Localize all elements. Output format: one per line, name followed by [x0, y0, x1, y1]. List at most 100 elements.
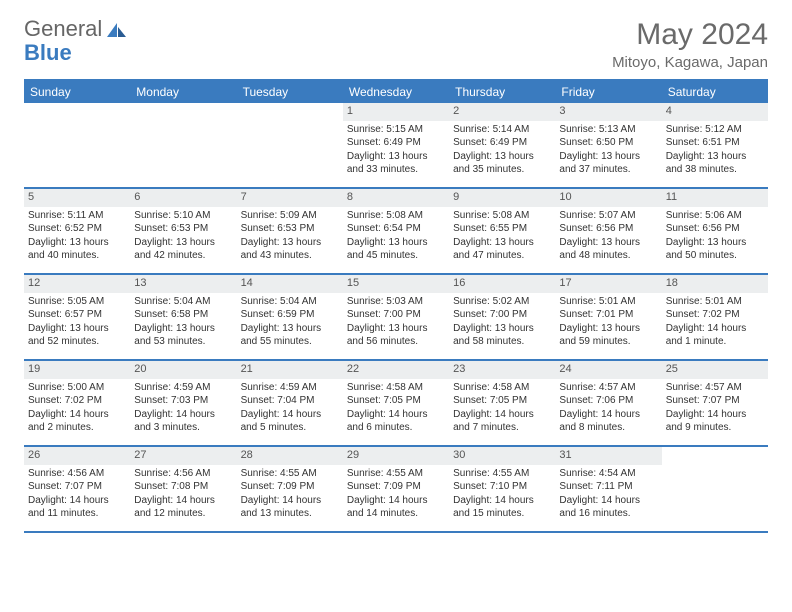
day-ss: Sunset: 7:11 PM	[559, 481, 657, 494]
day-dl1: Daylight: 13 hours	[347, 323, 445, 336]
dow-wed: Wednesday	[343, 81, 449, 103]
day-sr: Sunrise: 4:56 AM	[134, 468, 232, 481]
day-cell: 19 Sunrise: 5:00 AMSunset: 7:02 PMDayligh…	[24, 361, 130, 445]
day-ss: Sunset: 6:55 PM	[453, 223, 551, 236]
day-dl2: and 3 minutes.	[134, 422, 232, 435]
day-cell: 12Sunrise: 5:05 AMSunset: 6:57 PMDayligh…	[24, 275, 130, 359]
day-ss: Sunset: 7:05 PM	[453, 395, 551, 408]
day-dl1: Daylight: 13 hours	[28, 237, 126, 250]
day-sr: Sunrise: 4:59 AM	[134, 382, 232, 395]
day-cell: 7Sunrise: 5:09 AMSunset: 6:53 PMDaylight…	[237, 189, 343, 273]
day-dl2: and 45 minutes.	[347, 250, 445, 263]
calendar-page: GeneralBlue May 2024 Mitoyo, Kagawa, Jap…	[0, 0, 792, 551]
day-ss: Sunset: 7:08 PM	[134, 481, 232, 494]
day-dl1: Daylight: 13 hours	[241, 237, 339, 250]
day-sr: Sunrise: 5:00 AM	[28, 382, 126, 395]
day-cell: 27Sunrise: 4:56 AMSunset: 7:08 PMDayligh…	[130, 447, 236, 531]
day-cell	[662, 447, 768, 531]
day-ss: Sunset: 7:07 PM	[28, 481, 126, 494]
day-ss: Sunset: 7:01 PM	[559, 309, 657, 322]
month-title: May 2024	[612, 18, 768, 52]
day-ss: Sunset: 7:00 PM	[453, 309, 551, 322]
day-number: 1	[343, 103, 449, 121]
location: Mitoyo, Kagawa, Japan	[612, 54, 768, 71]
day-number: 2	[449, 103, 555, 121]
day-ss: Sunset: 7:00 PM	[347, 309, 445, 322]
day-number: 27	[130, 447, 236, 465]
day-dl1: Daylight: 13 hours	[559, 323, 657, 336]
day-sr: Sunrise: 5:03 AM	[347, 296, 445, 309]
day-ss: Sunset: 6:49 PM	[453, 137, 551, 150]
day-dl2: and 7 minutes.	[453, 422, 551, 435]
day-dl2: and 42 minutes.	[134, 250, 232, 263]
calendar: Sunday Monday Tuesday Wednesday Thursday…	[24, 79, 768, 533]
day-ss: Sunset: 6:58 PM	[134, 309, 232, 322]
day-sr: Sunrise: 4:59 AM	[241, 382, 339, 395]
day-ss: Sunset: 7:07 PM	[666, 395, 764, 408]
day-number: 19	[24, 361, 130, 379]
day-cell: 1Sunrise: 5:15 AMSunset: 6:49 PMDaylight…	[343, 103, 449, 187]
day-cell	[130, 103, 236, 187]
day-number: 6	[130, 189, 236, 207]
day-number: 10	[555, 189, 661, 207]
day-sr: Sunrise: 5:05 AM	[28, 296, 126, 309]
day-ss: Sunset: 7:03 PM	[134, 395, 232, 408]
day-ss: Sunset: 6:50 PM	[559, 137, 657, 150]
day-cell: 10Sunrise: 5:07 AMSunset: 6:56 PMDayligh…	[555, 189, 661, 273]
day-dl2: and 53 minutes.	[134, 336, 232, 349]
day-number: 20	[130, 361, 236, 379]
day-sr: Sunrise: 4:58 AM	[347, 382, 445, 395]
day-dl1: Daylight: 13 hours	[134, 237, 232, 250]
day-number	[662, 447, 768, 465]
day-cell: 15 Sunrise: 5:03 AMSunset: 7:00 PMDayligh…	[343, 275, 449, 359]
day-sr: Sunrise: 5:02 AM	[453, 296, 551, 309]
day-dl2: and 48 minutes.	[559, 250, 657, 263]
day-sr: Sunrise: 4:57 AM	[666, 382, 764, 395]
day-number: 8	[343, 189, 449, 207]
dow-mon: Monday	[130, 81, 236, 103]
day-cell	[237, 103, 343, 187]
day-number: 29	[343, 447, 449, 465]
day-cell: 31Sunrise: 4:54 AMSunset: 7:11 PMDayligh…	[555, 447, 661, 531]
day-dl2: and 12 minutes.	[134, 508, 232, 521]
sail-icon	[106, 20, 128, 42]
day-ss: Sunset: 7:02 PM	[666, 309, 764, 322]
day-dl1: Daylight: 14 hours	[28, 409, 126, 422]
day-ss: Sunset: 6:51 PM	[666, 137, 764, 150]
day-sr: Sunrise: 5:12 AM	[666, 124, 764, 137]
day-number: 3	[555, 103, 661, 121]
day-dl1: Daylight: 13 hours	[559, 237, 657, 250]
day-dl1: Daylight: 13 hours	[241, 323, 339, 336]
day-sr: Sunrise: 5:10 AM	[134, 210, 232, 223]
day-sr: Sunrise: 5:08 AM	[453, 210, 551, 223]
day-ss: Sunset: 6:56 PM	[666, 223, 764, 236]
day-dl2: and 35 minutes.	[453, 164, 551, 177]
day-number: 9	[449, 189, 555, 207]
day-number: 16	[449, 275, 555, 293]
day-number	[24, 103, 130, 121]
day-sr: Sunrise: 5:04 AM	[241, 296, 339, 309]
day-ss: Sunset: 7:06 PM	[559, 395, 657, 408]
week-row: 19Sunrise: 5:00 AMSunset: 7:02 PMDayligh…	[24, 361, 768, 447]
dow-tue: Tuesday	[237, 81, 343, 103]
day-ss: Sunset: 7:09 PM	[241, 481, 339, 494]
dow-row: Sunday Monday Tuesday Wednesday Thursday…	[24, 81, 768, 103]
day-dl1: Daylight: 14 hours	[347, 495, 445, 508]
day-dl2: and 47 minutes.	[453, 250, 551, 263]
week-row: 26Sunrise: 4:56 AMSunset: 7:07 PMDayligh…	[24, 447, 768, 533]
day-dl1: Daylight: 14 hours	[453, 409, 551, 422]
day-sr: Sunrise: 4:55 AM	[453, 468, 551, 481]
day-dl1: Daylight: 14 hours	[453, 495, 551, 508]
day-ss: Sunset: 6:53 PM	[241, 223, 339, 236]
day-dl1: Daylight: 13 hours	[453, 151, 551, 164]
day-ss: Sunset: 7:04 PM	[241, 395, 339, 408]
day-dl1: Daylight: 14 hours	[666, 323, 764, 336]
day-ss: Sunset: 7:02 PM	[28, 395, 126, 408]
day-number: 15	[343, 275, 449, 293]
week-row: 5Sunrise: 5:11 AMSunset: 6:52 PMDaylight…	[24, 189, 768, 275]
day-dl1: Daylight: 14 hours	[241, 495, 339, 508]
day-number: 21	[237, 361, 343, 379]
day-number: 28	[237, 447, 343, 465]
day-sr: Sunrise: 5:07 AM	[559, 210, 657, 223]
day-cell: 17Sunrise: 5:01 AMSunset: 7:01 PMDayligh…	[555, 275, 661, 359]
